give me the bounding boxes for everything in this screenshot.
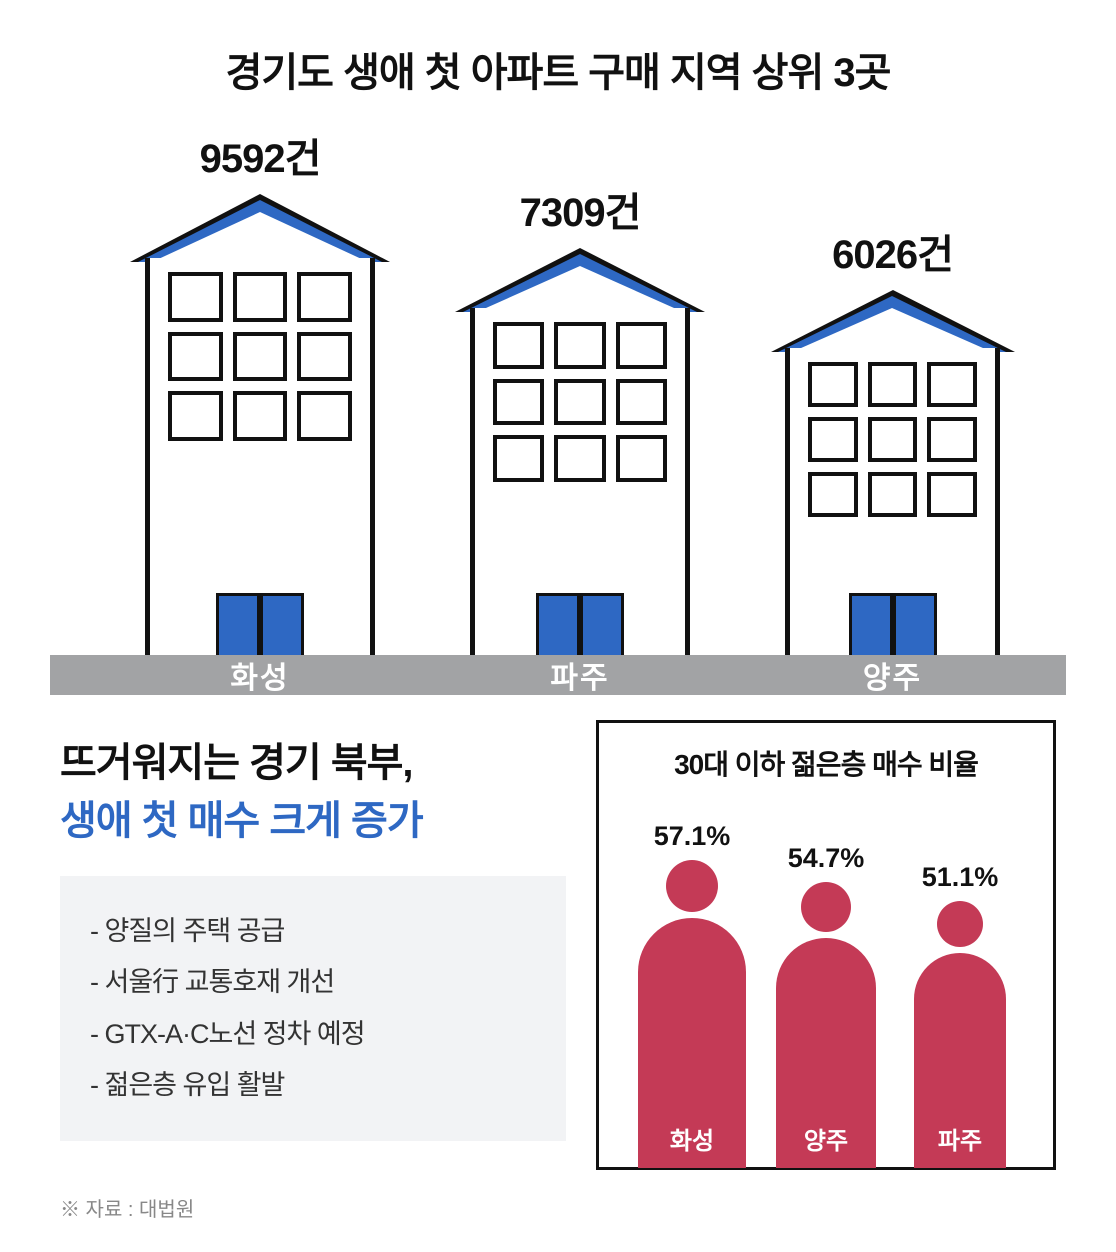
people-chart: 57.1% 화성 54.7% 양주 51.1% 파주 xyxy=(617,798,1035,1168)
ground-bar: 화성 파주 양주 xyxy=(50,655,1066,695)
building-value-label: 9592건 xyxy=(130,126,390,184)
person-name-label: 파주 xyxy=(914,1121,1006,1156)
person-head-icon xyxy=(937,901,983,947)
window-icon xyxy=(493,435,544,482)
person-name-label: 화성 xyxy=(638,1121,746,1156)
person-body-icon: 양주 xyxy=(776,938,876,1168)
window-icon xyxy=(616,379,667,426)
bullet-item: - 젊은층 유입 활발 xyxy=(90,1060,536,1111)
panel-title: 30대 이하 젊은층 매수 비율 xyxy=(617,743,1035,783)
window-icon xyxy=(808,362,858,407)
window-icon xyxy=(297,332,352,382)
bullet-item: - 양질의 주택 공급 xyxy=(90,906,536,957)
window-icon xyxy=(808,417,858,462)
window-icon xyxy=(927,417,977,462)
person-화성: 57.1% 화성 xyxy=(632,821,752,1168)
building-화성: 9592건 xyxy=(130,126,390,678)
page-title: 경기도 생애 첫 아파트 구매 지역 상위 3곳 xyxy=(0,0,1116,98)
percent-label: 51.1% xyxy=(900,862,1020,893)
window-icon xyxy=(868,417,918,462)
window-icon xyxy=(168,272,223,322)
city-label: 화성 xyxy=(230,653,289,697)
window-icon xyxy=(868,362,918,407)
bullet-item: - GTX-A·C노선 정차 예정 xyxy=(90,1009,536,1060)
headline-block: 뜨거워지는 경기 북부, 생애 첫 매수 크게 증가 - 양질의 주택 공급- … xyxy=(60,720,566,1170)
window-icon xyxy=(297,272,352,322)
city-label: 파주 xyxy=(550,653,609,697)
window-icon xyxy=(554,435,605,482)
window-icon xyxy=(554,379,605,426)
person-body-icon: 화성 xyxy=(638,918,746,1168)
window-icon xyxy=(233,272,288,322)
window-icon xyxy=(233,391,288,441)
window-icon xyxy=(297,391,352,441)
window-icon xyxy=(868,472,918,517)
headline-line1: 뜨거워지는 경기 북부, xyxy=(60,730,566,788)
window-icon xyxy=(927,472,977,517)
building-양주: 6026건 xyxy=(770,222,1015,678)
person-head-icon xyxy=(666,860,718,912)
building-value-label: 6026건 xyxy=(770,222,1015,280)
buildings-chart: 9592건 7309건 6026건 xyxy=(0,118,1116,678)
window-icon xyxy=(168,391,223,441)
headline-line2: 생애 첫 매수 크게 증가 xyxy=(60,788,566,846)
bullet-item: - 서울行 교통호재 개선 xyxy=(90,957,536,1008)
ratio-panel: 30대 이하 젊은층 매수 비율 57.1% 화성 54.7% 양주 51.1% 파주 xyxy=(596,720,1056,1170)
bullet-list: - 양질의 주택 공급- 서울行 교통호재 개선- GTX-A·C노선 정차 예… xyxy=(60,876,566,1141)
building-value-label: 7309건 xyxy=(455,180,705,238)
person-body-icon: 파주 xyxy=(914,953,1006,1168)
window-icon xyxy=(616,435,667,482)
window-icon xyxy=(554,322,605,369)
window-icon xyxy=(233,332,288,382)
city-label: 양주 xyxy=(863,653,922,697)
window-icon xyxy=(493,322,544,369)
building-파주: 7309건 xyxy=(455,180,705,678)
window-icon xyxy=(927,362,977,407)
percent-label: 57.1% xyxy=(632,821,752,852)
person-name-label: 양주 xyxy=(776,1121,876,1156)
lower-section: 뜨거워지는 경기 북부, 생애 첫 매수 크게 증가 - 양질의 주택 공급- … xyxy=(60,720,1056,1170)
source-text: ※ 자료 : 대법원 xyxy=(60,1193,194,1222)
window-icon xyxy=(616,322,667,369)
person-head-icon xyxy=(801,882,851,932)
percent-label: 54.7% xyxy=(766,843,886,874)
window-icon xyxy=(808,472,858,517)
window-icon xyxy=(168,332,223,382)
person-파주: 51.1% 파주 xyxy=(900,862,1020,1168)
window-icon xyxy=(493,379,544,426)
person-양주: 54.7% 양주 xyxy=(766,843,886,1168)
